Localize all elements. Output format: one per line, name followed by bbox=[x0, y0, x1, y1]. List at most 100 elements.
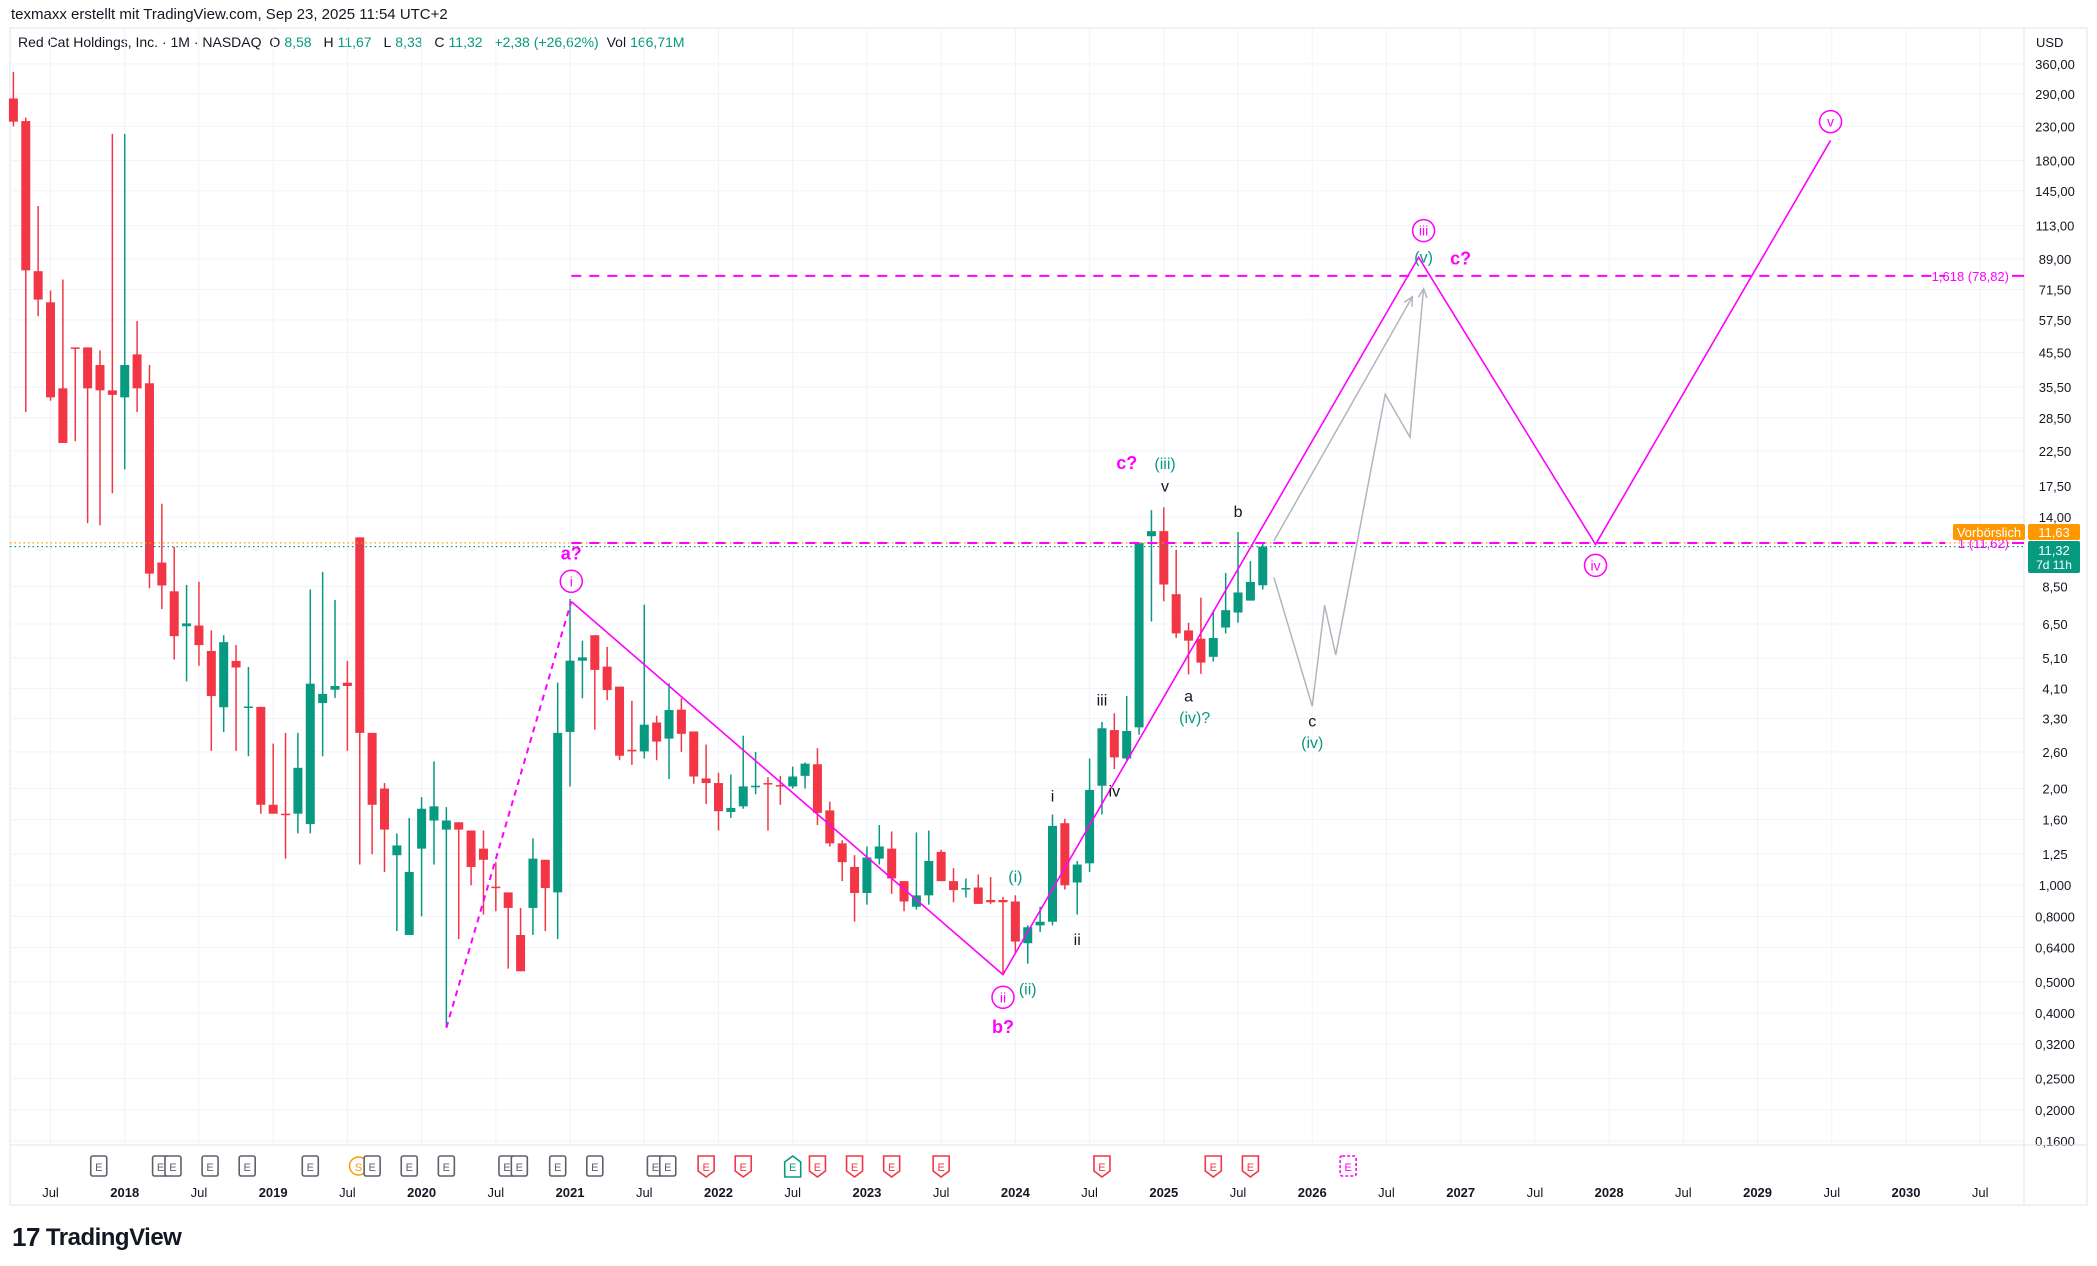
earnings-marker[interactable]: E bbox=[164, 1155, 182, 1177]
event-letter: E bbox=[851, 1162, 858, 1174]
earnings-flag-icon bbox=[783, 1155, 802, 1178]
candle bbox=[1258, 542, 1268, 590]
wave-label[interactable]: ii bbox=[1074, 932, 1081, 949]
wave-label[interactable]: iv bbox=[1583, 553, 1608, 578]
price-tick-label: 0,2500 bbox=[2035, 1072, 2075, 1087]
wave-label[interactable]: a? bbox=[561, 544, 582, 564]
candle bbox=[392, 833, 402, 932]
wave-label[interactable]: c? bbox=[1450, 248, 1471, 268]
candle-body bbox=[95, 365, 105, 391]
earnings-miss-marker[interactable]: E bbox=[697, 1155, 715, 1178]
candle-body bbox=[70, 347, 80, 349]
wave-label-text: (iv)? bbox=[1179, 710, 1210, 727]
high-value: H 11,67 bbox=[323, 34, 375, 50]
wave-label[interactable]: iii bbox=[1411, 218, 1436, 243]
candle bbox=[231, 645, 241, 751]
wave-label[interactable]: i bbox=[559, 569, 584, 594]
earnings-miss-marker[interactable]: E bbox=[882, 1155, 901, 1178]
earnings-miss-marker[interactable]: E bbox=[1204, 1155, 1223, 1178]
earnings-marker[interactable]: E bbox=[301, 1155, 320, 1177]
earnings-marker[interactable]: E bbox=[89, 1155, 108, 1177]
earnings-beat-marker[interactable]: E bbox=[783, 1155, 802, 1178]
time-axis[interactable]: Jul 2018 Jul 2019 Jul 2020 Jul 2021 Jul 2022 Jul 20… bbox=[10, 1144, 2087, 1200]
grid-lines bbox=[10, 28, 2024, 1145]
drawings: 1,618 (78,82)1 (11,62) bbox=[10, 140, 2024, 1029]
wave-label[interactable]: c? bbox=[1116, 453, 1137, 473]
wave-label[interactable]: (ii) bbox=[1019, 981, 1037, 998]
wave-label[interactable]: iii bbox=[1097, 692, 1108, 709]
wave-label[interactable]: iv bbox=[1109, 783, 1121, 800]
tradingview-logo[interactable]: 17 TradingView bbox=[12, 1222, 182, 1253]
earnings-upcoming-marker[interactable]: E bbox=[1339, 1155, 1357, 1177]
earnings-miss-marker[interactable]: E bbox=[932, 1155, 950, 1178]
earnings-miss-marker[interactable]: E bbox=[845, 1155, 864, 1178]
currency-label[interactable]: USD bbox=[2036, 35, 2064, 50]
candle-body bbox=[144, 383, 154, 574]
wave-label[interactable]: b? bbox=[992, 1017, 1014, 1037]
wave-label[interactable]: (iv) bbox=[1301, 735, 1323, 752]
candle-body bbox=[825, 810, 835, 844]
symbol-title[interactable]: Red Cat Holdings, Inc. · 1M · NASDAQ bbox=[18, 34, 262, 50]
earnings-miss-marker[interactable]: E bbox=[734, 1155, 753, 1178]
event-letter: E bbox=[554, 1162, 561, 1174]
candle bbox=[738, 735, 748, 809]
earnings-flag-icon bbox=[932, 1155, 950, 1178]
earnings-marker[interactable]: E bbox=[238, 1155, 256, 1177]
candle-body bbox=[949, 881, 959, 891]
earnings-icon bbox=[301, 1155, 320, 1177]
wave-label[interactable]: a bbox=[1184, 688, 1193, 705]
price-axis[interactable]: 360,00 290,00 230,00 180,00 145,00 113,00 89,0… bbox=[2023, 28, 2075, 1205]
wave-label-text: v bbox=[1161, 479, 1169, 496]
candle bbox=[380, 783, 389, 872]
earnings-marker[interactable]: E bbox=[437, 1155, 456, 1177]
candle bbox=[1221, 572, 1231, 634]
candle bbox=[713, 772, 723, 831]
wave-label[interactable]: ii bbox=[991, 985, 1015, 1010]
wave-label[interactable]: (iv)? bbox=[1179, 710, 1210, 727]
candle bbox=[1159, 507, 1169, 602]
earnings-marker[interactable]: E bbox=[658, 1155, 677, 1177]
wave-label[interactable]: v bbox=[1818, 109, 1843, 134]
time-tick-label: 2020 bbox=[407, 1185, 436, 1200]
candle-body bbox=[565, 660, 575, 732]
wave-label-text: iii bbox=[1097, 692, 1108, 709]
earnings-miss-marker[interactable]: E bbox=[808, 1155, 827, 1178]
candle bbox=[516, 907, 526, 972]
earnings-marker[interactable]: E bbox=[400, 1155, 419, 1177]
earnings-marker[interactable]: E bbox=[585, 1155, 604, 1177]
wave-label[interactable]: v bbox=[1161, 479, 1169, 496]
candle-body bbox=[602, 666, 612, 691]
candle-body bbox=[268, 804, 278, 814]
wave-label[interactable]: (i) bbox=[1008, 869, 1022, 886]
earnings-marker[interactable]: E bbox=[510, 1155, 529, 1177]
time-tick-label: 2023 bbox=[852, 1185, 881, 1200]
price-tick-label: 0,4000 bbox=[2035, 1006, 2075, 1021]
earnings-marker[interactable]: E bbox=[201, 1155, 219, 1177]
event-letter: E bbox=[814, 1162, 821, 1174]
earnings-marker[interactable]: E bbox=[363, 1155, 381, 1177]
candle bbox=[1233, 532, 1243, 623]
earnings-miss-marker[interactable]: E bbox=[1241, 1155, 1260, 1178]
candle-body bbox=[652, 722, 662, 742]
wave-label[interactable]: c bbox=[1308, 714, 1316, 731]
wave-label-text: (iv) bbox=[1301, 735, 1323, 752]
candle bbox=[219, 635, 229, 732]
event-letter: E bbox=[157, 1162, 164, 1174]
candle-body bbox=[478, 848, 488, 860]
candle bbox=[1245, 561, 1255, 601]
candle-body bbox=[1134, 542, 1144, 728]
wave-label[interactable]: i bbox=[1051, 788, 1055, 805]
earnings-marker[interactable]: E bbox=[548, 1155, 567, 1177]
event-letter: E bbox=[169, 1162, 176, 1174]
open-number: 8,58 bbox=[284, 34, 312, 50]
wave-label[interactable]: (iii) bbox=[1154, 456, 1175, 473]
wave-label[interactable]: b bbox=[1234, 504, 1243, 521]
event-letter: E bbox=[307, 1162, 314, 1174]
candle bbox=[417, 797, 427, 917]
wave-label[interactable]: (v) bbox=[1414, 250, 1433, 267]
wave-label-text: i bbox=[1051, 788, 1055, 805]
time-tick-label: Jul bbox=[1081, 1185, 1098, 1200]
candle-body bbox=[528, 858, 538, 908]
earnings-miss-marker[interactable]: E bbox=[1093, 1155, 1111, 1178]
